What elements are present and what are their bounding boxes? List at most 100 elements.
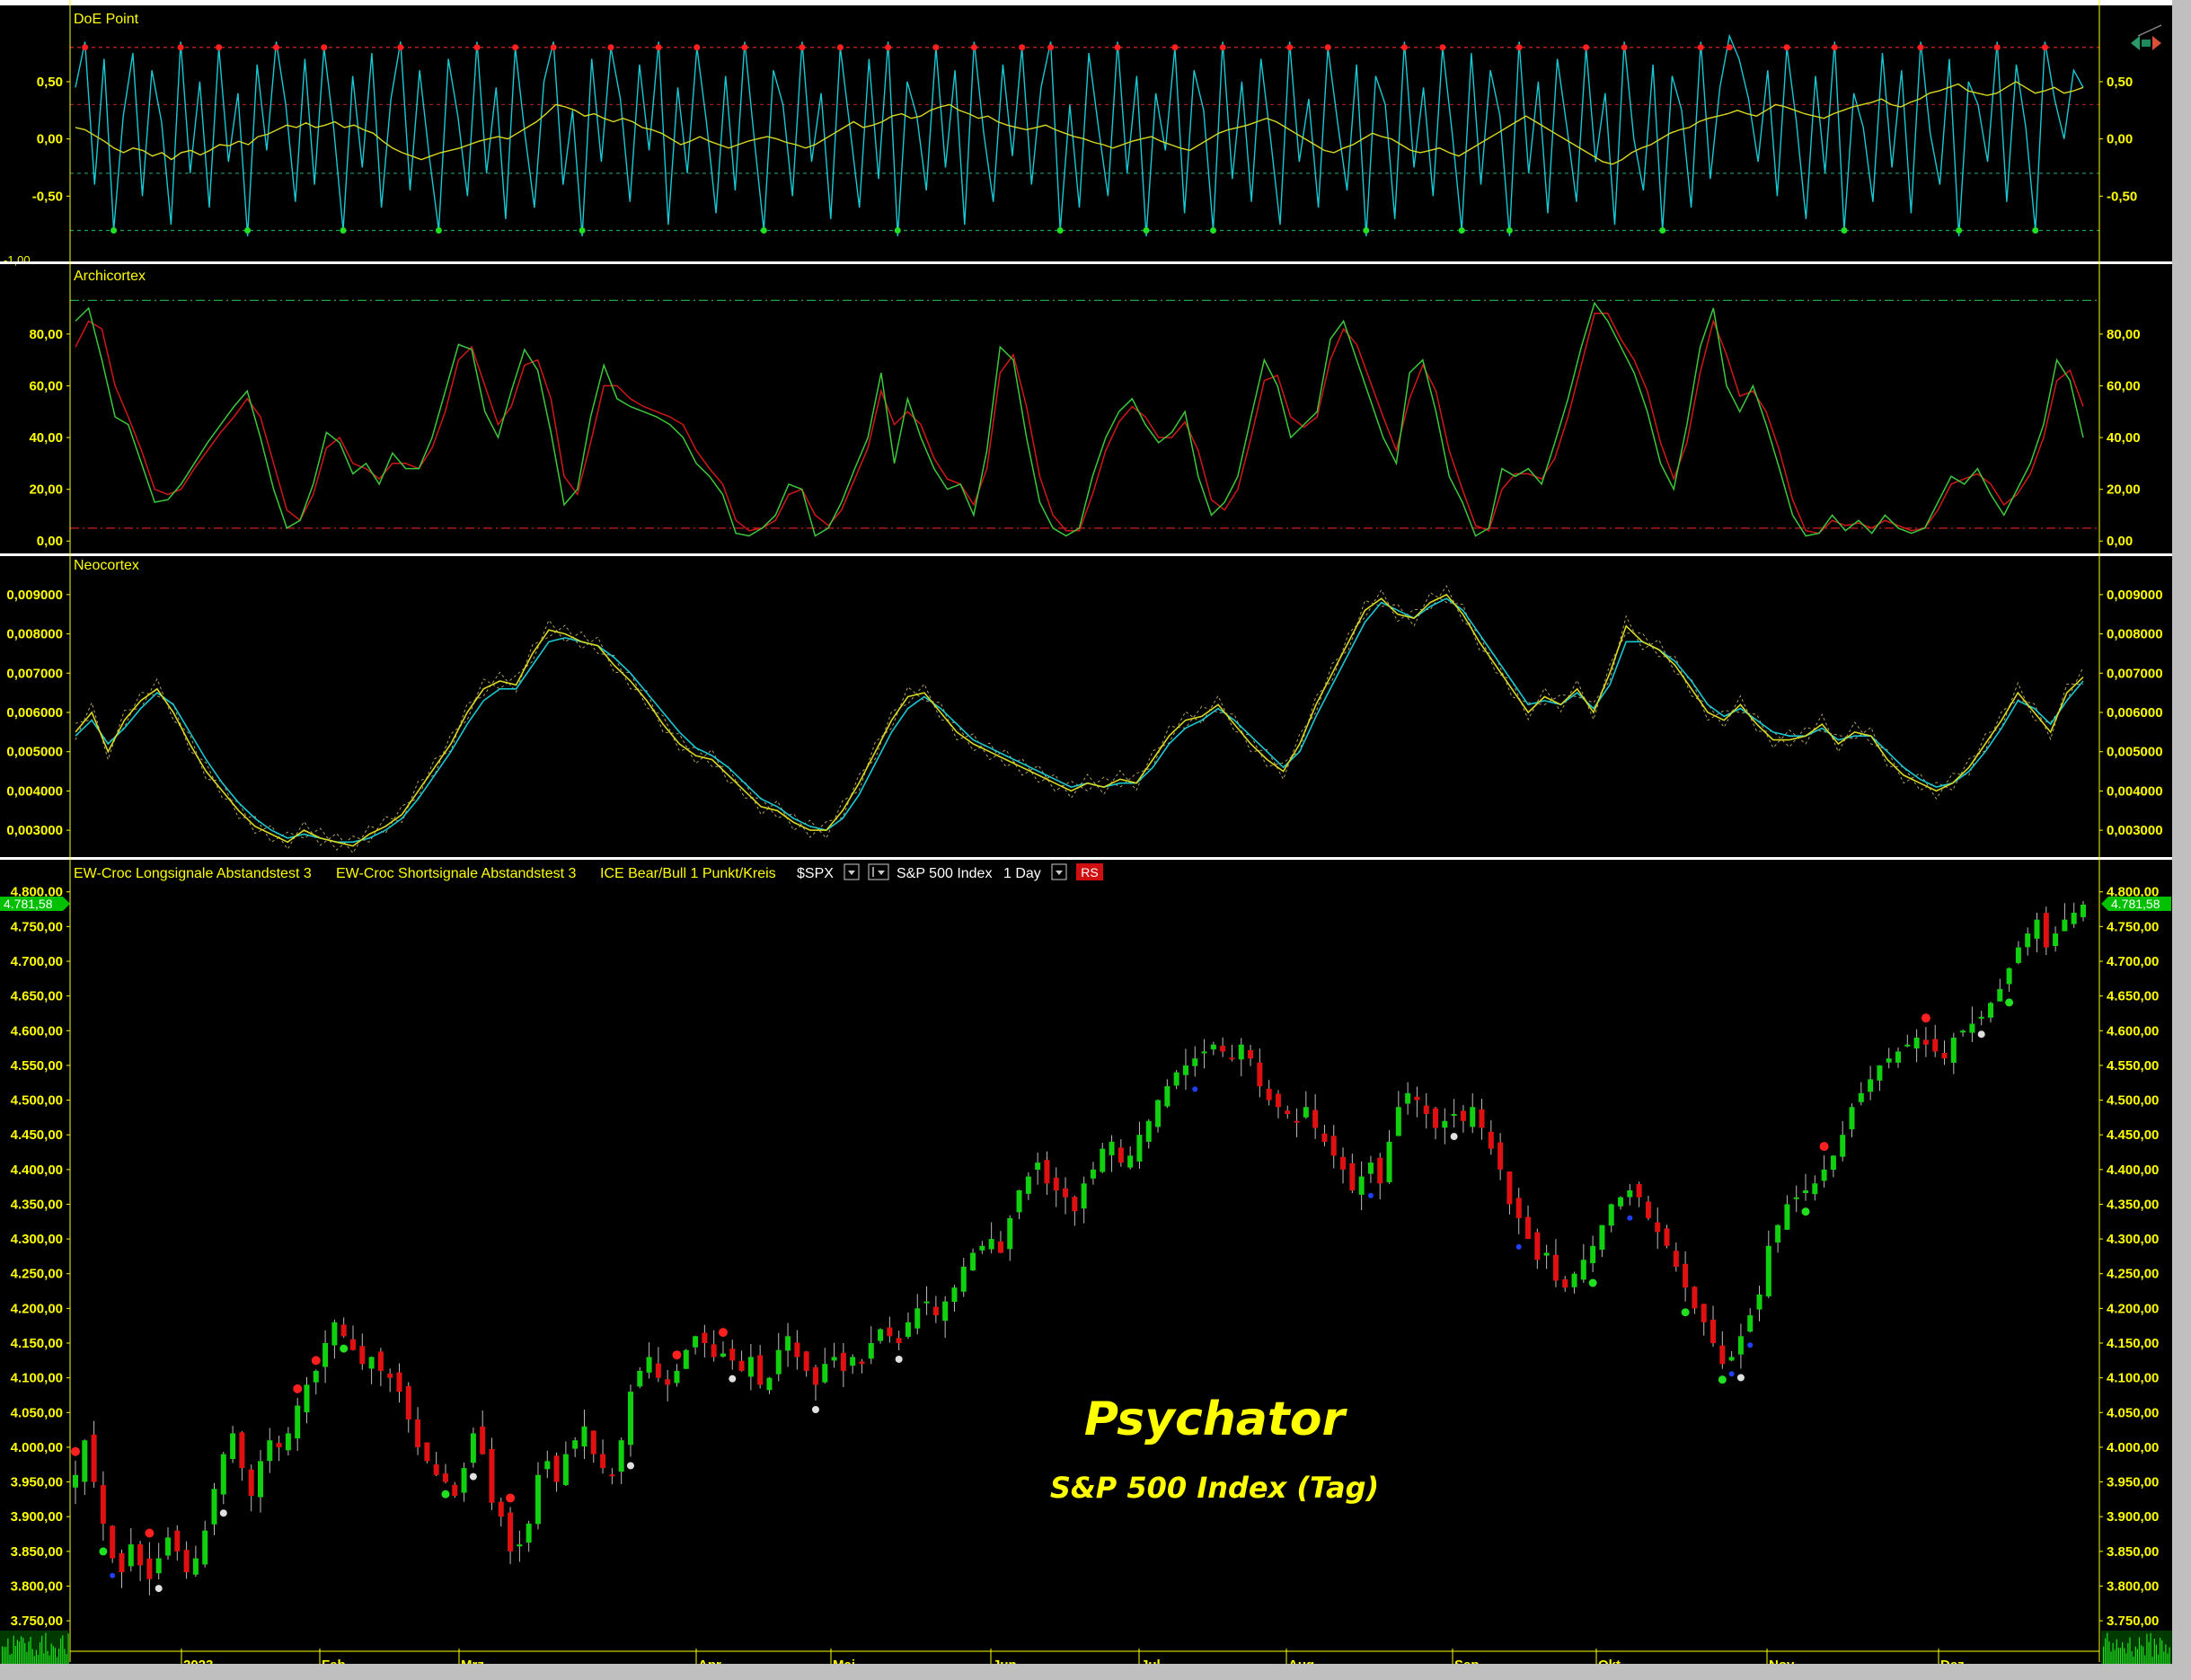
signal-dot-red xyxy=(397,44,404,51)
interval-dropdown-button[interactable] xyxy=(1051,863,1067,880)
candle-up xyxy=(1784,1204,1790,1230)
candle-up xyxy=(878,1329,884,1341)
candle-up xyxy=(868,1343,874,1359)
candle-up xyxy=(618,1440,624,1472)
signal-dot-white xyxy=(811,1406,819,1414)
signal-dot-red xyxy=(1114,44,1121,51)
y-tick-label-right: 4.400,00 xyxy=(2107,1163,2159,1178)
y-tick-label-right: 0,00 xyxy=(2107,534,2133,549)
y-tick-label-right: 3.750,00 xyxy=(2107,1614,2159,1629)
y-tick-label-left: 4.750,00 xyxy=(11,919,63,934)
signal-dot-red xyxy=(311,1356,321,1366)
series-line-yellow xyxy=(75,593,2084,847)
signal-dot-red xyxy=(718,1328,728,1338)
candle-down xyxy=(655,1363,661,1378)
candle-down xyxy=(896,1338,902,1343)
volume-bar xyxy=(31,1649,33,1667)
candle-down xyxy=(1479,1109,1485,1128)
signal-dot-green xyxy=(1841,227,1848,234)
candle-up xyxy=(2081,904,2086,917)
interval-type-dropdown[interactable] xyxy=(868,863,889,880)
candle-up xyxy=(220,1454,226,1495)
candle-down xyxy=(1377,1157,1383,1184)
volume-bar xyxy=(5,1647,7,1667)
candle-down xyxy=(174,1530,181,1552)
signal-dot-green xyxy=(110,227,118,234)
candle-up xyxy=(1950,1038,1957,1063)
volume-bar xyxy=(28,1641,30,1667)
volume-bar xyxy=(45,1632,47,1667)
candle-down xyxy=(239,1432,245,1469)
y-tick-label-left: 3.800,00 xyxy=(11,1578,63,1594)
candle-up xyxy=(1830,1155,1836,1171)
y-tick-label-left: 0,004000 xyxy=(6,783,63,799)
symbol-label[interactable]: $SPX xyxy=(797,866,834,881)
volume-bar xyxy=(49,1655,50,1667)
y-tick-label-left: 0,007000 xyxy=(6,666,63,681)
signal-dot-red xyxy=(1917,44,1924,51)
signal-dot-red xyxy=(512,44,519,51)
y-tick-label-left: 4.100,00 xyxy=(11,1371,63,1386)
rs-button[interactable]: RS xyxy=(1076,863,1103,880)
volume-bar xyxy=(2146,1633,2148,1667)
candle-down xyxy=(1063,1188,1069,1198)
candle-down xyxy=(1118,1147,1124,1163)
signal-dot-red xyxy=(1171,44,1179,51)
candle-up xyxy=(1793,1197,1799,1199)
candle-down xyxy=(932,1306,939,1316)
y-tick-label-left: 4.700,00 xyxy=(11,954,63,969)
candle-down xyxy=(1506,1171,1513,1205)
signal-dot-green xyxy=(1718,1375,1727,1384)
candle-up xyxy=(1395,1107,1401,1136)
interval-label[interactable]: 1 Day xyxy=(1003,866,1041,881)
volume-bar xyxy=(35,1649,37,1667)
candle-down xyxy=(1257,1062,1263,1087)
y-tick-label-right: 60,00 xyxy=(2107,378,2141,393)
candle-up xyxy=(313,1370,319,1383)
y-tick-label-left: 4.600,00 xyxy=(11,1023,63,1039)
signal-dot-green xyxy=(1681,1308,1690,1317)
signal-dot-red xyxy=(607,44,614,51)
signal-dot-red xyxy=(1993,44,2001,51)
candle-up xyxy=(526,1523,532,1543)
signal-dot-red xyxy=(550,44,557,51)
candle-down xyxy=(1552,1254,1559,1281)
candle-up xyxy=(230,1433,236,1460)
navigation-arrows-icon[interactable] xyxy=(2131,24,2162,50)
panel-title-archicortex: Archicortex xyxy=(74,269,146,284)
right-scrollbar xyxy=(2172,0,2191,1680)
candle-down xyxy=(119,1552,125,1572)
candle-down xyxy=(1525,1216,1532,1240)
symbol-dropdown-button[interactable] xyxy=(844,863,860,880)
candle-up xyxy=(905,1322,911,1338)
y-tick-label-left: 4.450,00 xyxy=(11,1127,63,1143)
candle-up xyxy=(850,1357,856,1366)
brand-title: Psychator xyxy=(1084,1393,1348,1446)
indicator-legend-short[interactable]: EW-Croc Shortsignale Abstandstest 3 xyxy=(336,866,576,881)
candle-up xyxy=(942,1301,949,1322)
candle-down xyxy=(803,1351,809,1371)
volume-bar xyxy=(50,1643,52,1667)
candle-up xyxy=(192,1558,199,1575)
candle-up xyxy=(1580,1260,1586,1280)
candle-up xyxy=(1960,1030,1966,1033)
candle-up xyxy=(914,1308,921,1329)
candle-down xyxy=(1562,1279,1568,1288)
candle-down xyxy=(1044,1160,1050,1184)
candle-up xyxy=(1109,1141,1115,1155)
y-tick-label-right: 4.050,00 xyxy=(2107,1405,2159,1420)
volume-bar xyxy=(2169,1647,2170,1667)
candle-down xyxy=(415,1419,421,1447)
volume-bar xyxy=(14,1646,16,1667)
signal-dot-red xyxy=(1439,44,1446,51)
candle-up xyxy=(1840,1135,1846,1157)
volume-bar xyxy=(41,1635,43,1667)
candle-down xyxy=(711,1344,717,1357)
signal-dot-green xyxy=(435,227,442,234)
candle-up xyxy=(1904,1044,1911,1047)
signal-dot-red xyxy=(672,1350,682,1360)
indicator-legend-long[interactable]: EW-Croc Longsignale Abstandstest 3 xyxy=(74,866,312,881)
indicator-legend-ice[interactable]: ICE Bear/Bull 1 Punkt/Kreis xyxy=(600,866,776,881)
signal-dot-red xyxy=(273,44,279,51)
y-tick-label-right: 4.750,00 xyxy=(2107,919,2159,934)
